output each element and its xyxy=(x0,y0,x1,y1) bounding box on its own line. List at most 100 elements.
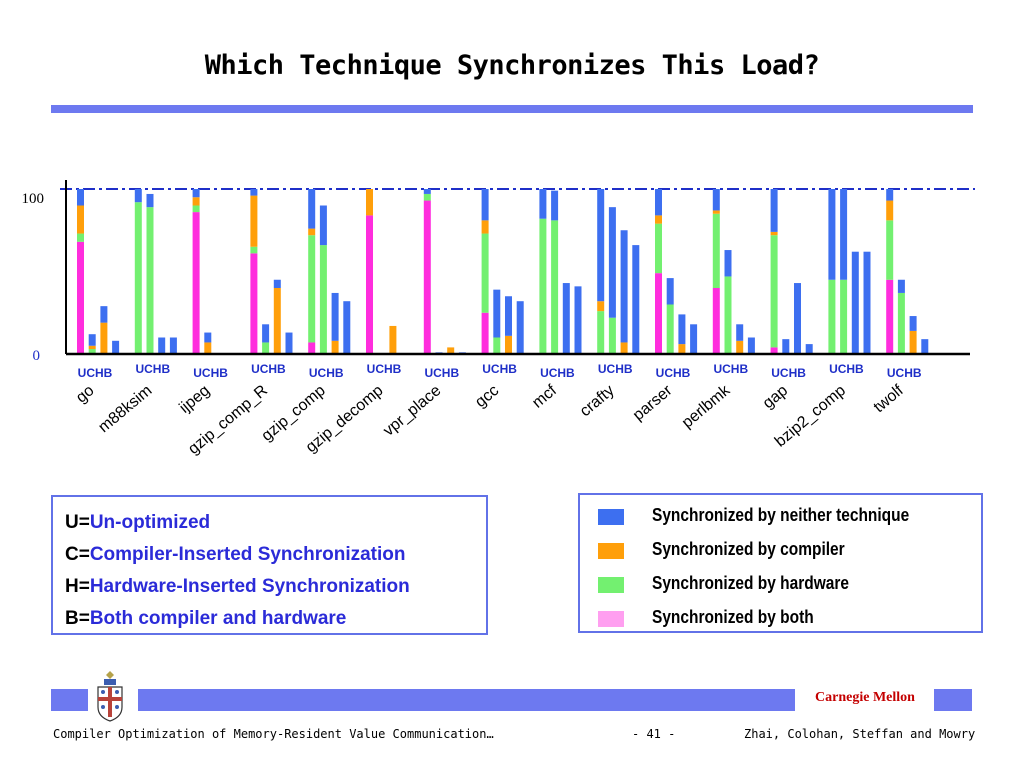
y-tick-label: 100 xyxy=(22,191,45,207)
legend-swatch-neither xyxy=(598,509,624,525)
bar-segment-both xyxy=(481,312,489,354)
footer-bar-left xyxy=(51,689,88,711)
bar-segment-compiler xyxy=(77,205,84,234)
title-underline xyxy=(51,105,973,113)
bar-segment-neither xyxy=(112,340,120,354)
bar-segment-both xyxy=(308,342,316,354)
bar-segment-neither xyxy=(805,344,813,354)
bar-segment-compiler xyxy=(505,335,512,354)
bar-segment-neither xyxy=(921,339,929,354)
bar-segment-compiler xyxy=(192,197,200,206)
bar-segment-neither xyxy=(828,189,836,280)
bar-segment-compiler xyxy=(308,228,316,236)
bar-segment-neither xyxy=(747,337,755,354)
benchmark-label: crafty xyxy=(577,382,618,420)
bar-segment-neither xyxy=(712,189,720,211)
abbrev-key: H= xyxy=(65,576,90,597)
config-label: UCHB xyxy=(540,366,575,380)
footer-bar-right xyxy=(934,689,972,711)
abbrev-row-b: B=Both compiler and hardware xyxy=(65,603,476,635)
config-label: UCHB xyxy=(193,366,228,380)
benchmark-label: vpr_place xyxy=(380,382,444,440)
benchmark-label: mcf xyxy=(529,382,560,412)
bar-segment-neither xyxy=(840,189,848,280)
bar-segment-both xyxy=(712,288,720,354)
bar-segment-compiler xyxy=(204,342,212,354)
bar-segment-neither xyxy=(158,337,166,354)
series-legend: Synchronized by neither technique Synchr… xyxy=(578,493,983,633)
bar-segment-neither xyxy=(262,324,270,343)
bar-segment-hardware xyxy=(597,311,605,354)
bar-segment-compiler xyxy=(250,195,258,247)
bar-segment-hardware xyxy=(319,245,327,354)
bar-segment-neither xyxy=(516,301,524,354)
bar-segment-neither xyxy=(319,205,327,246)
abbrev-value: Hardware-Inserted Synchronization xyxy=(89,576,410,597)
bar-segment-compiler xyxy=(481,220,489,234)
bar-segment-hardware xyxy=(770,235,778,348)
benchmark-label: gap xyxy=(760,382,791,412)
bar-segment-neither xyxy=(620,230,628,343)
bar-segment-compiler xyxy=(273,288,281,354)
slide-title: Which Technique Synchronizes This Load? xyxy=(204,50,820,81)
bar-segment-neither xyxy=(250,189,258,196)
bar-segment-both xyxy=(250,253,258,354)
config-label: UCHB xyxy=(887,366,922,380)
bar-segment-neither xyxy=(574,286,582,354)
legend-label: Synchronized by neither technique xyxy=(652,505,910,525)
abbreviation-legend: U=Un-optimized C=Compiler-Inserted Synch… xyxy=(51,495,488,635)
bar-segment-both xyxy=(886,279,894,354)
bar-segment-neither xyxy=(493,289,501,338)
bar-segment-neither xyxy=(909,316,917,331)
bar-segment-both xyxy=(423,200,431,354)
bar-segment-hardware xyxy=(77,233,84,242)
legend-label: Synchronized by both xyxy=(652,607,814,627)
bar-segment-hardware xyxy=(146,207,154,354)
footer-presentation-title: Compiler Optimization of Memory-Resident… xyxy=(53,727,494,741)
bar-segment-neither xyxy=(169,337,177,354)
bar-segment-neither xyxy=(897,279,905,293)
benchmark-label: m88ksim xyxy=(95,382,155,436)
bar-segment-compiler xyxy=(712,210,720,214)
bar-segment-compiler xyxy=(88,345,96,350)
page-number: - 41 - xyxy=(632,727,676,741)
stacked-bar-chart: 0100UCHBgoUCHBm88ksimUCHBijpegUCHBgzip_c… xyxy=(22,180,975,458)
legend-swatch-compiler xyxy=(598,543,624,559)
bar-segment-neither xyxy=(88,334,96,346)
bar-segment-neither xyxy=(505,296,512,336)
affiliation-label: Carnegie Mellon xyxy=(815,690,915,705)
bar-segment-neither xyxy=(273,279,281,288)
bar-segment-neither xyxy=(77,189,84,206)
bar-segment-hardware xyxy=(481,233,489,313)
abbrev-value: Un-optimized xyxy=(89,512,211,533)
bar-segment-compiler xyxy=(366,189,373,216)
bar-segment-both xyxy=(655,273,662,354)
bar-segment-compiler xyxy=(620,342,628,354)
bar-segment-compiler xyxy=(736,340,744,354)
bar-segment-neither xyxy=(678,314,686,345)
bar-segment-neither xyxy=(100,306,108,323)
bar-segment-neither xyxy=(146,193,154,208)
bar-segment-neither xyxy=(608,207,616,318)
bar-segment-compiler xyxy=(331,340,339,354)
bar-segment-hardware xyxy=(308,235,316,343)
benchmark-label: gcc xyxy=(472,382,502,411)
config-label: UCHB xyxy=(598,362,633,376)
bar-segment-compiler xyxy=(770,231,778,236)
abbrev-row-h: H=Hardware-Inserted Synchronization xyxy=(65,571,476,603)
abbrev-row-c: C=Compiler-Inserted Synchronization xyxy=(65,539,476,571)
bar-segment-neither xyxy=(551,190,559,221)
bar-segment-neither xyxy=(134,189,142,203)
benchmark-label: go xyxy=(73,382,98,407)
legend-swatch-both xyxy=(598,611,624,627)
bar-segment-neither xyxy=(192,189,200,198)
bar-segment-hardware xyxy=(828,279,836,354)
bar-segment-hardware xyxy=(840,279,848,354)
y-tick-label: 0 xyxy=(33,348,41,364)
bar-segment-compiler xyxy=(597,301,605,312)
bar-segment-hardware xyxy=(666,304,674,354)
bar-segment-compiler xyxy=(447,347,455,354)
footer-bar-middle xyxy=(138,689,795,711)
bar-segment-hardware xyxy=(493,337,501,354)
bar-segment-neither xyxy=(539,189,547,219)
